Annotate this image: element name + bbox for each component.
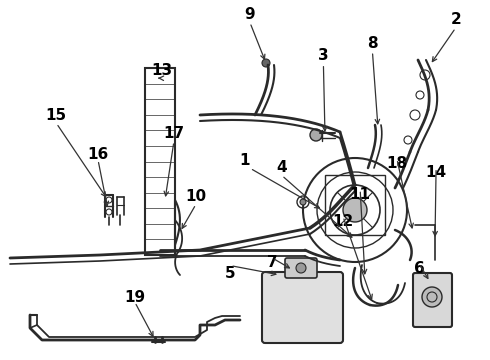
- Text: 14: 14: [425, 165, 447, 180]
- Text: 6: 6: [414, 261, 424, 276]
- Circle shape: [422, 287, 442, 307]
- Text: 18: 18: [386, 156, 408, 171]
- Text: 8: 8: [367, 36, 378, 51]
- Text: 5: 5: [225, 266, 236, 281]
- Text: 12: 12: [332, 214, 354, 229]
- Text: 3: 3: [318, 48, 329, 63]
- Circle shape: [343, 198, 367, 222]
- FancyBboxPatch shape: [262, 272, 343, 343]
- FancyBboxPatch shape: [413, 273, 452, 327]
- Text: 2: 2: [450, 12, 461, 27]
- Text: 16: 16: [87, 147, 109, 162]
- Text: 19: 19: [124, 289, 146, 305]
- Circle shape: [262, 59, 270, 67]
- Text: 9: 9: [245, 7, 255, 22]
- Bar: [145, 68, 175, 255]
- Circle shape: [310, 129, 322, 141]
- Text: 13: 13: [151, 63, 172, 78]
- Circle shape: [296, 263, 306, 273]
- Text: 17: 17: [163, 126, 185, 141]
- Text: 15: 15: [46, 108, 67, 123]
- FancyBboxPatch shape: [285, 258, 317, 278]
- Text: 1: 1: [240, 153, 250, 168]
- Text: 7: 7: [267, 255, 277, 270]
- Text: 4: 4: [276, 160, 287, 175]
- Text: 11: 11: [350, 187, 370, 202]
- Bar: [325, 175, 385, 235]
- Text: 10: 10: [185, 189, 207, 204]
- Circle shape: [300, 199, 306, 205]
